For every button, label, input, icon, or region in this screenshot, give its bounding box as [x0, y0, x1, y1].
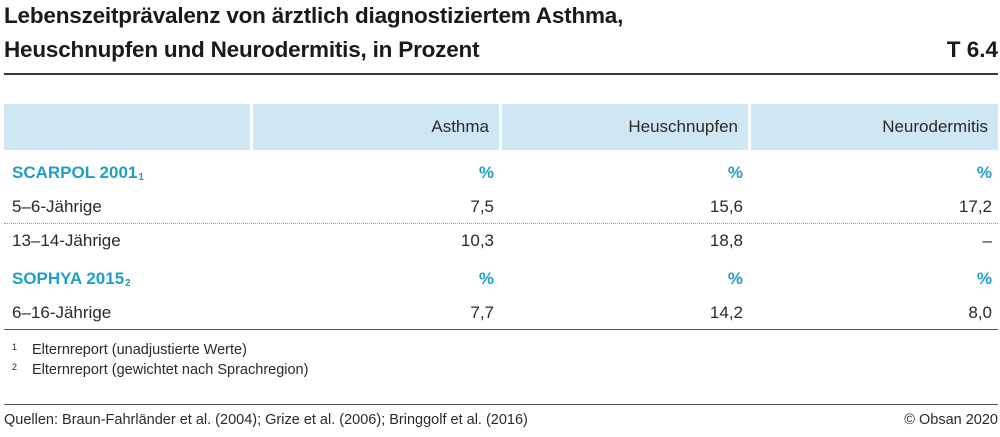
unit-cell-neurodermitis: % [976, 269, 992, 288]
footnote-ref-2: 2 [125, 278, 131, 289]
row-label: 13–14-Jährige [12, 231, 121, 250]
group-row-scarpol: SCARPOL 20011 % % % [4, 156, 998, 190]
group-label-text: SCARPOL 2001 [12, 163, 138, 182]
data-table: Asthma Heuschnupfen Neurodermitis SCARPO… [4, 104, 998, 330]
value-heuschnupfen: 18,8 [709, 231, 743, 250]
table-bottom-rule [4, 329, 998, 330]
group-label-sophya: SOPHYA 20152 [12, 262, 131, 296]
value-asthma: 7,5 [470, 197, 494, 216]
table-header: Asthma Heuschnupfen Neurodermitis [4, 104, 998, 150]
value-neurodermitis: – [982, 231, 992, 250]
value-heuschnupfen: 15,6 [709, 197, 743, 216]
group-row-sophya: SOPHYA 20152 % % % [4, 262, 998, 296]
value-asthma: 7,7 [470, 303, 494, 322]
table-row: 6–16-Jährige 7,7 14,2 8,0 [4, 296, 998, 330]
table-title-line-2: Heuschnupfen und Neurodermitis, in Proze… [4, 37, 480, 62]
table-title-block: Lebenszeitprävalenz von ärztlich diagnos… [4, 0, 998, 74]
title-divider [4, 73, 998, 75]
unit-cell-neurodermitis: % [976, 163, 992, 182]
header-cell-heuschnupfen: Heuschnupfen [502, 104, 748, 150]
row-label: 5–6-Jährige [12, 197, 102, 216]
unit-cell-heuschnupfen: % [727, 269, 743, 288]
value-neurodermitis: 17,2 [958, 197, 992, 216]
unit-cell-asthma: % [478, 163, 494, 182]
footnote-text: Elternreport (unadjustierte Werte) [32, 342, 247, 358]
unit-cell-asthma: % [478, 269, 494, 288]
header-cell-asthma: Asthma [253, 104, 499, 150]
table-title-line-1: Lebenszeitprävalenz von ärztlich diagnos… [4, 3, 624, 28]
header-cell-neurodermitis: Neurodermitis [751, 104, 998, 150]
copyright-text: © Obsan 2020 [904, 412, 998, 428]
footnote-mark: 2 [12, 362, 18, 372]
group-label-scarpol: SCARPOL 20011 [12, 156, 144, 190]
footer-rule [4, 404, 998, 405]
header-cell-empty [4, 104, 250, 150]
footnote-mark: 1 [12, 342, 18, 352]
row-label: 6–16-Jährige [12, 303, 112, 322]
value-heuschnupfen: 14,2 [709, 303, 743, 322]
table-number: T 6.4 [946, 37, 998, 62]
value-neurodermitis: 8,0 [968, 303, 992, 322]
unit-cell-heuschnupfen: % [727, 163, 743, 182]
group-label-text: SOPHYA 2015 [12, 269, 125, 288]
sources-text: Quellen: Braun-Fahrländer et al. (2004);… [4, 412, 528, 428]
table-row: 5–6-Jährige 7,5 15,6 17,2 [4, 190, 998, 224]
footnote-text: Elternreport (gewichtet nach Sprachregio… [32, 362, 309, 378]
footnote-ref-1: 1 [138, 172, 144, 183]
table-row: 13–14-Jährige 10,3 18,8 – [4, 224, 998, 258]
value-asthma: 10,3 [460, 231, 494, 250]
